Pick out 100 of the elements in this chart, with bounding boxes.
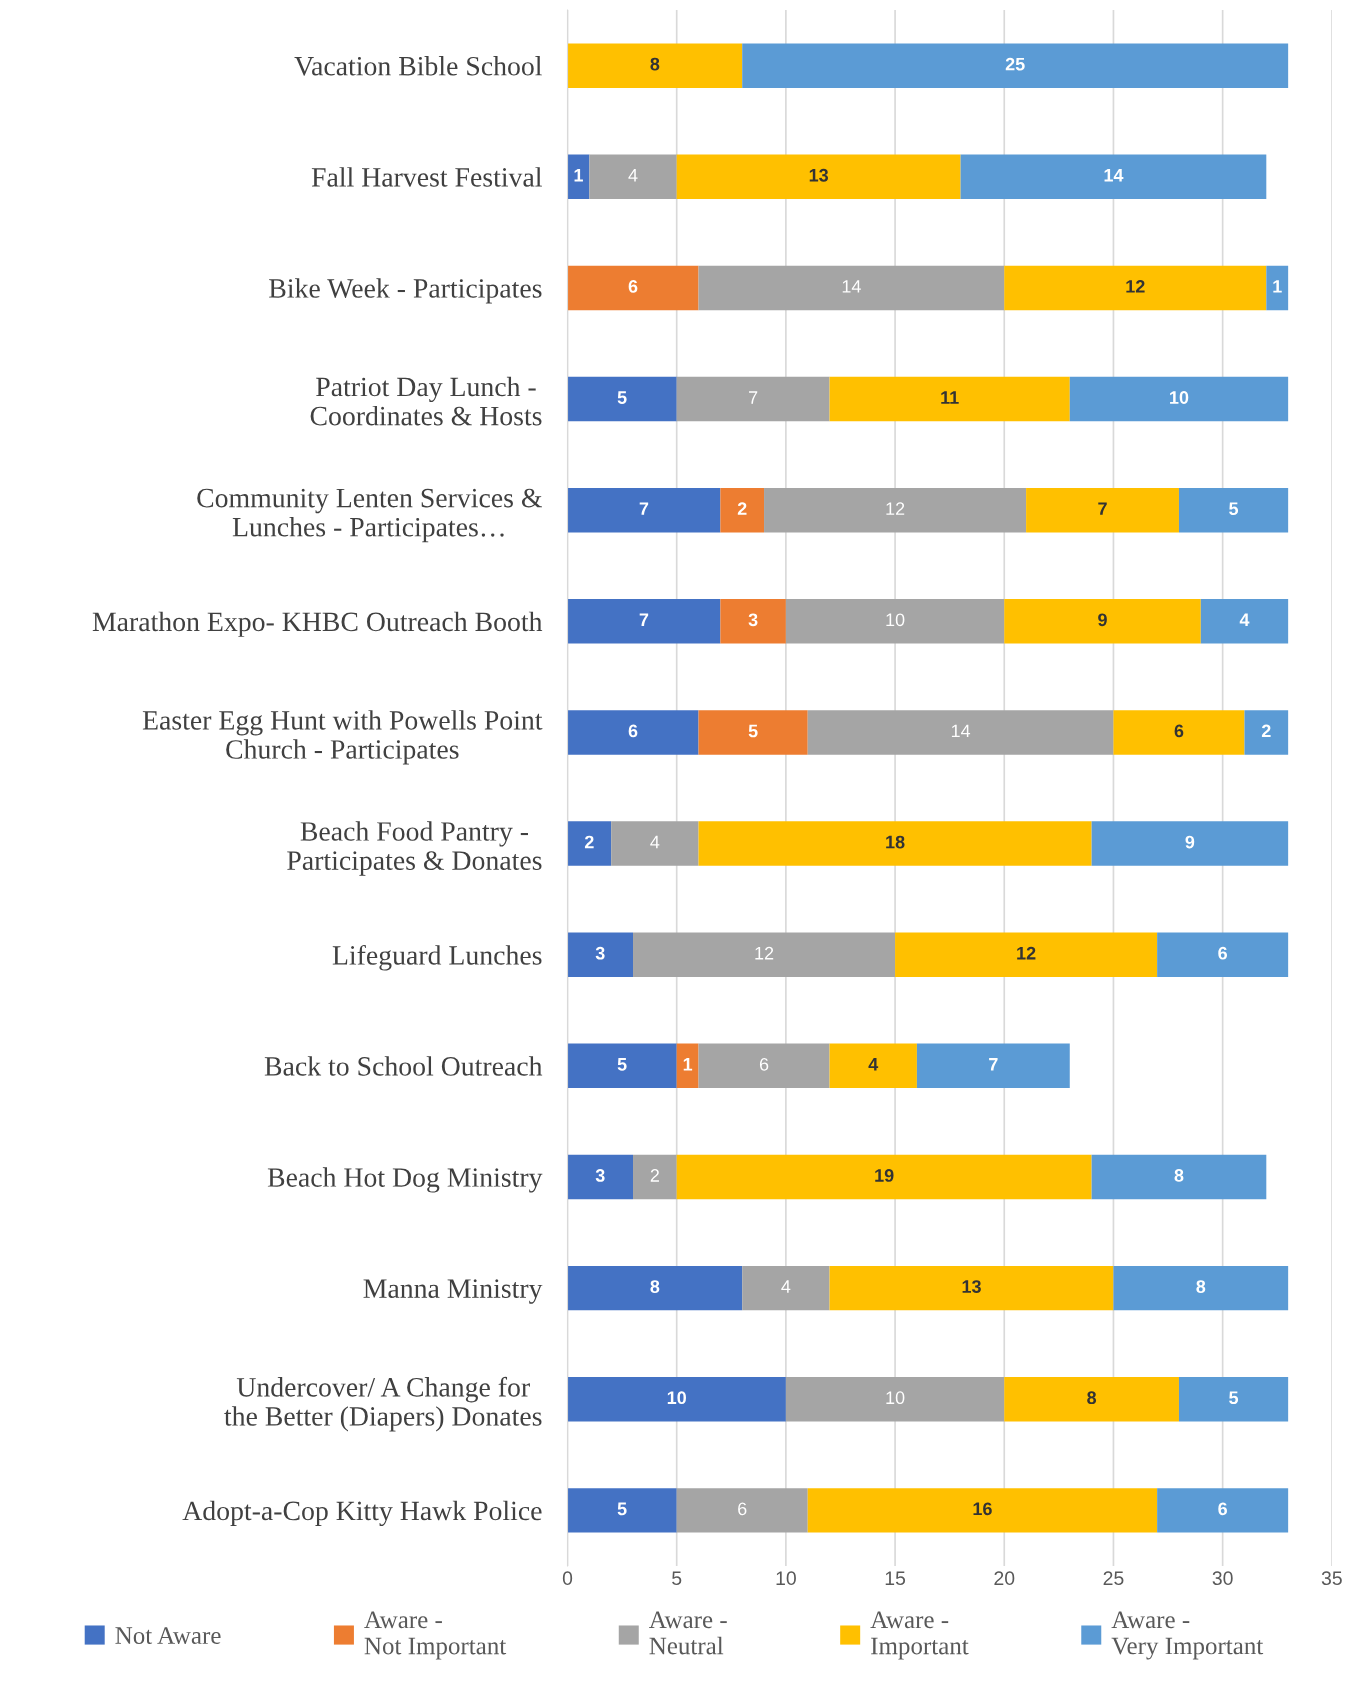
bar bbox=[676, 1488, 808, 1533]
data-label: 6 bbox=[738, 1502, 747, 1516]
x-tick-label: 25 bbox=[1103, 1571, 1124, 1586]
data-label: 3 bbox=[748, 613, 758, 627]
y-tick-label: Beach Food Pantry - Participates & Donates bbox=[287, 821, 542, 876]
data-label: 11 bbox=[941, 391, 959, 404]
data-label: 4 bbox=[1239, 613, 1250, 626]
data-label: 19 bbox=[875, 1169, 894, 1182]
bar bbox=[785, 1377, 1005, 1422]
bar bbox=[1200, 599, 1289, 644]
data-label: 7 bbox=[749, 391, 758, 404]
bar bbox=[633, 932, 896, 977]
bar bbox=[1266, 265, 1289, 311]
bar bbox=[807, 1488, 1158, 1533]
bar bbox=[567, 265, 699, 311]
bar bbox=[1178, 487, 1289, 533]
data-label: 7 bbox=[639, 502, 649, 515]
bar bbox=[1113, 710, 1245, 755]
y-tick-label: Fall Harvest Festival bbox=[311, 167, 542, 187]
bar bbox=[698, 821, 1092, 866]
bar bbox=[742, 43, 1289, 88]
bar bbox=[567, 1265, 743, 1311]
bar bbox=[829, 1265, 1114, 1311]
data-label: 14 bbox=[1104, 169, 1124, 182]
data-label: 1 bbox=[574, 169, 583, 182]
bar bbox=[567, 932, 634, 977]
y-tick-label: Beach Hot Dog Ministry bbox=[267, 1167, 543, 1193]
bar bbox=[1157, 1488, 1289, 1533]
data-label: 7 bbox=[639, 613, 649, 626]
bar bbox=[589, 154, 677, 200]
bar bbox=[1004, 1377, 1179, 1422]
bar bbox=[1113, 1265, 1289, 1311]
bar bbox=[567, 487, 721, 533]
data-label: 12 bbox=[886, 502, 905, 515]
bar bbox=[916, 1043, 1070, 1089]
data-label: 2 bbox=[650, 1169, 659, 1182]
data-label: 5 bbox=[748, 724, 758, 738]
data-label: 16 bbox=[973, 1502, 992, 1516]
bar bbox=[567, 599, 721, 644]
bar bbox=[676, 1043, 699, 1089]
data-label: 4 bbox=[781, 1280, 791, 1293]
data-label: 5 bbox=[1229, 1391, 1239, 1405]
x-tick-label: 30 bbox=[1212, 1571, 1233, 1586]
data-label: 3 bbox=[595, 1169, 605, 1182]
data-label: 10 bbox=[886, 613, 905, 627]
bar bbox=[764, 487, 1027, 533]
data-label: 1 bbox=[683, 1058, 693, 1071]
bar bbox=[829, 1043, 917, 1089]
data-label: 5 bbox=[617, 391, 627, 404]
data-label: 4 bbox=[628, 169, 638, 182]
data-label: 5 bbox=[617, 1058, 627, 1071]
x-tick-label: 0 bbox=[562, 1571, 573, 1586]
data-label: 14 bbox=[951, 724, 971, 738]
bar bbox=[698, 1043, 830, 1089]
x-tick-label: 35 bbox=[1321, 1571, 1342, 1586]
data-label: 8 bbox=[1174, 1169, 1184, 1182]
bar bbox=[676, 1154, 1092, 1200]
data-label: 13 bbox=[962, 1280, 981, 1293]
data-label: 12 bbox=[1126, 279, 1145, 293]
legend-label: Not Aware bbox=[115, 1627, 221, 1644]
x-tick-label: 15 bbox=[885, 1571, 906, 1586]
y-tick-label: Lifeguard Lunches bbox=[332, 944, 542, 971]
bar bbox=[829, 376, 1070, 422]
data-label: 2 bbox=[737, 502, 747, 515]
y-tick-label: Adopt-a-Cop Kitty Hawk Police bbox=[182, 1500, 542, 1527]
y-tick-label: Undercover/ A Change for the Better (Diapers) Donates bbox=[224, 1376, 542, 1432]
bar bbox=[567, 43, 743, 88]
data-label: 9 bbox=[1185, 835, 1195, 849]
data-label: 4 bbox=[650, 835, 660, 849]
bar bbox=[720, 599, 786, 644]
x-tick-label: 5 bbox=[672, 1571, 682, 1586]
bar bbox=[960, 154, 1267, 200]
data-label: 6 bbox=[759, 1057, 769, 1071]
data-label: 6 bbox=[628, 279, 638, 293]
y-tick-label: Easter Egg Hunt with Powells Point Church - Participates bbox=[142, 710, 543, 765]
bar bbox=[567, 154, 590, 200]
data-label: 5 bbox=[617, 1502, 627, 1516]
data-label: 7 bbox=[989, 1058, 998, 1071]
data-label: 8 bbox=[650, 1280, 660, 1293]
x-tick-label: 20 bbox=[994, 1571, 1015, 1586]
data-label: 12 bbox=[755, 946, 774, 960]
bar bbox=[742, 1265, 830, 1311]
legend-label: Aware - Very Important bbox=[1111, 1611, 1264, 1660]
x-tick-label: 10 bbox=[776, 1571, 796, 1586]
bar bbox=[720, 487, 765, 533]
legend-label: Aware - Not Important bbox=[364, 1611, 507, 1660]
y-tick-label: Bike Week - Participates bbox=[269, 278, 542, 304]
bar bbox=[611, 821, 699, 866]
bar bbox=[1026, 487, 1179, 533]
bar bbox=[567, 710, 699, 755]
bar bbox=[1244, 710, 1289, 755]
data-label: 5 bbox=[1229, 502, 1239, 516]
data-label: 18 bbox=[886, 835, 905, 849]
data-label: 7 bbox=[1098, 502, 1107, 515]
data-label: 3 bbox=[595, 946, 605, 960]
data-label: 4 bbox=[868, 1058, 879, 1071]
bar bbox=[785, 599, 1005, 644]
data-label: 13 bbox=[809, 168, 829, 182]
y-tick-label: Vacation Bible School bbox=[294, 56, 542, 76]
bar bbox=[567, 1488, 677, 1533]
